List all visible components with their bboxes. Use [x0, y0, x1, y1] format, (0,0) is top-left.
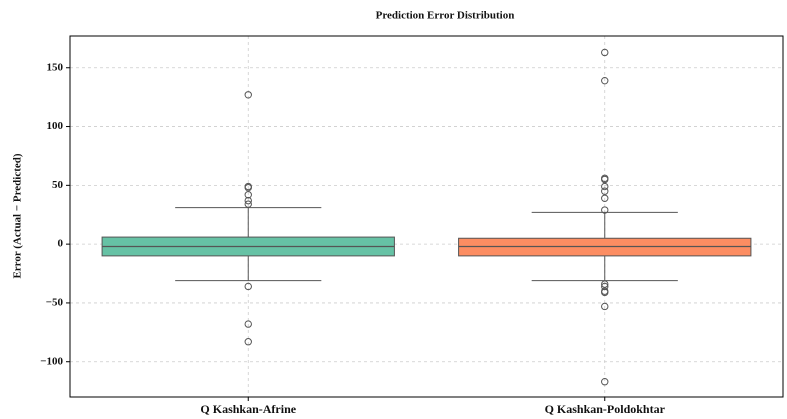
- outlier: [601, 282, 609, 291]
- outlier: [601, 182, 609, 191]
- y-tick-label: −100: [40, 355, 63, 367]
- chart-title: Prediction Error Distribution: [376, 10, 515, 22]
- outlier: [601, 187, 609, 195]
- outlier: [244, 200, 252, 208]
- y-tick-label: 0: [58, 238, 64, 250]
- y-tick-label: 150: [47, 61, 64, 73]
- outlier: [601, 48, 609, 57]
- outlier: [601, 206, 609, 214]
- outlier: [601, 302, 609, 311]
- outlier: [244, 183, 252, 192]
- outlier: [244, 320, 252, 328]
- outlier: [601, 288, 609, 297]
- outlier: [244, 338, 252, 346]
- outlier: [244, 196, 252, 205]
- y-tick-label: 50: [52, 179, 64, 191]
- y-tick-label: −50: [46, 296, 64, 308]
- y-axis-label: Error (Actual − Predicted): [12, 153, 24, 278]
- outlier: [601, 76, 609, 85]
- plot-frame: [69, 35, 784, 398]
- outlier: [601, 280, 609, 288]
- y-tick-label: 100: [47, 120, 64, 132]
- outlier: [244, 91, 252, 99]
- outlier: [244, 282, 252, 291]
- outlier: [601, 194, 609, 202]
- x-tick-label: Q Kashkan-Poldokhtar: [545, 402, 666, 416]
- outlier: [601, 175, 609, 184]
- outlier: [244, 191, 252, 199]
- x-tick-label: Q Kashkan-Afrine: [200, 402, 296, 416]
- outlier: [601, 378, 609, 386]
